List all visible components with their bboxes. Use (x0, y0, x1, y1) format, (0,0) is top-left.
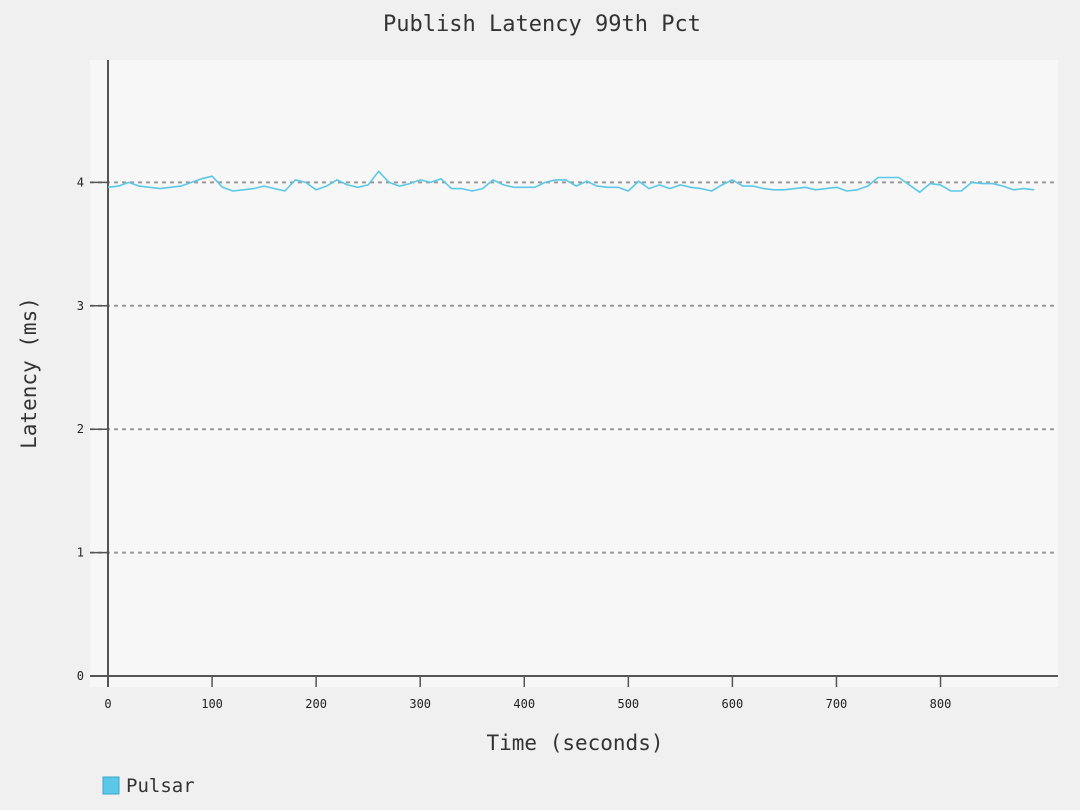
y-tick-labels: 0 1 2 3 4 (77, 175, 84, 683)
y-tick-label-4: 4 (77, 175, 84, 189)
x-tick-labels: 0 100 200 300 400 500 600 700 800 (104, 697, 951, 711)
x-tick-label-100: 100 (201, 697, 223, 711)
x-tick-label-400: 400 (513, 697, 535, 711)
x-tick-label-500: 500 (617, 697, 639, 711)
y-tick-label-2: 2 (77, 422, 84, 436)
y-axis-label: Latency (ms) (17, 297, 41, 449)
series-layer (107, 170, 1035, 194)
y-tick-label-1: 1 (77, 546, 84, 560)
x-tick-label-0: 0 (104, 697, 111, 711)
x-tick-label-600: 600 (722, 697, 744, 711)
chart-title: Publish Latency 99th Pct (383, 12, 701, 37)
y-tick-label-0: 0 (77, 669, 84, 683)
legend-swatch-pulsar (102, 776, 120, 795)
y-tick-label-3: 3 (77, 299, 84, 313)
grid-lines (90, 181, 1058, 554)
x-axis-label: Time (seconds) (486, 731, 663, 755)
plot-area (90, 60, 1058, 687)
x-tick-label-300: 300 (409, 697, 431, 711)
x-tick-label-800: 800 (930, 697, 952, 711)
x-tick-label-700: 700 (826, 697, 848, 711)
axes (90, 60, 1058, 687)
series-line-pulsar (107, 170, 1035, 194)
legend-label-pulsar: Pulsar (126, 775, 195, 797)
legend: Pulsar (102, 775, 195, 797)
x-tick-label-200: 200 (305, 697, 327, 711)
